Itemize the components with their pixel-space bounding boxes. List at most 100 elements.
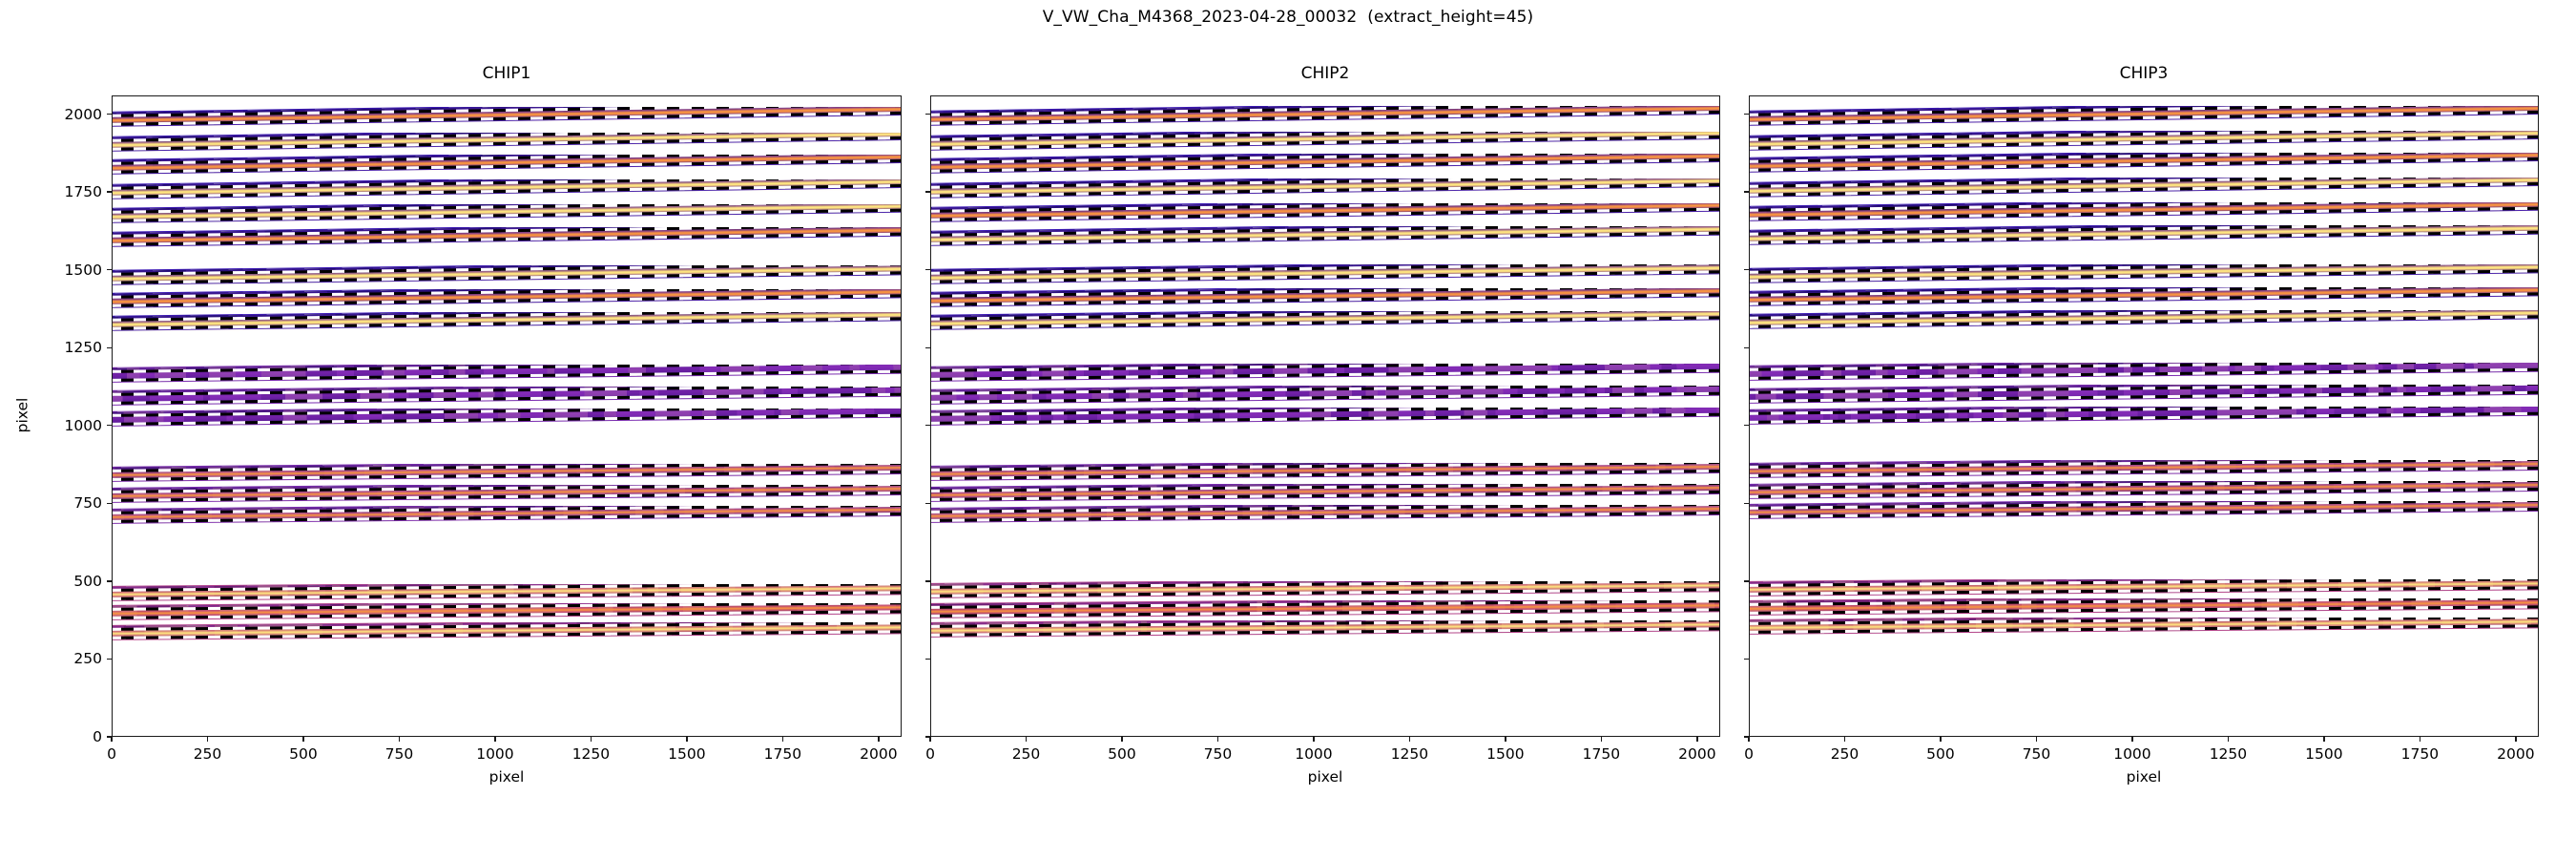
x-tick bbox=[1843, 737, 1846, 742]
y-axis-label: pixel bbox=[13, 397, 31, 433]
spectral-order-band bbox=[113, 408, 901, 430]
y-tick bbox=[925, 502, 930, 505]
spectral-order-band bbox=[1750, 385, 2538, 407]
spectral-order-band bbox=[113, 603, 901, 623]
spectral-order-band bbox=[1750, 501, 2538, 522]
x-tick-label: 500 bbox=[1926, 745, 1955, 763]
spectral-order-band bbox=[113, 464, 901, 485]
y-tick-label: 1250 bbox=[64, 339, 102, 357]
spectral-order-band bbox=[113, 227, 901, 251]
y-tick bbox=[1744, 580, 1749, 582]
x-tick-label: 750 bbox=[1203, 745, 1233, 763]
y-tick-label: 1000 bbox=[64, 416, 102, 434]
panel-chip1: CHIP1 0 250 500 750 1000 1250 1500 1750 2000 pixel… bbox=[13, 64, 902, 786]
spectral-order-band bbox=[113, 107, 901, 132]
spectral-order-band bbox=[1750, 578, 2538, 599]
spectral-order-band bbox=[931, 363, 1719, 386]
spectral-order-band bbox=[1750, 480, 2538, 502]
x-tick-label: 1500 bbox=[2305, 745, 2343, 763]
x-tick-label: 0 bbox=[925, 745, 935, 763]
spectral-order-band bbox=[1750, 460, 2538, 481]
x-tick bbox=[1600, 737, 1603, 742]
x-tick-label: 1250 bbox=[571, 745, 611, 763]
y-tick-label: 1500 bbox=[64, 261, 102, 279]
spectral-order-band bbox=[1750, 130, 2538, 156]
x-axis-label: pixel bbox=[488, 768, 525, 786]
spectral-order-band bbox=[931, 463, 1719, 484]
x-tick-label: 1000 bbox=[1295, 745, 1333, 763]
x-tick bbox=[206, 737, 209, 742]
spectral-order-band bbox=[113, 132, 901, 157]
x-tick bbox=[590, 737, 592, 742]
x-tick-label: 0 bbox=[1744, 745, 1754, 763]
spectral-order-band bbox=[1750, 153, 2538, 178]
y-tick bbox=[925, 580, 930, 582]
y-tick bbox=[925, 191, 930, 193]
x-tick-label: 1250 bbox=[2209, 745, 2248, 763]
panel-chip2: CHIP2 0 250 500 750 1000 1250 1500 1750 2000 pixel bbox=[925, 64, 1720, 786]
x-tick bbox=[111, 737, 113, 742]
plot-area bbox=[1749, 95, 2539, 737]
spectral-order-band bbox=[931, 619, 1719, 640]
x-tick-label: 250 bbox=[1011, 745, 1041, 763]
panel-title: CHIP1 bbox=[482, 64, 531, 83]
x-tick bbox=[1696, 737, 1698, 742]
spectral-order-band bbox=[931, 264, 1719, 288]
x-axis-label: pixel bbox=[1307, 768, 1343, 786]
x-axis-label: pixel bbox=[2126, 768, 2162, 786]
y-tick-label: 2000 bbox=[64, 105, 102, 123]
spectral-order-band bbox=[1750, 597, 2538, 618]
x-tick-label: 1500 bbox=[668, 745, 706, 763]
spectral-order-band bbox=[113, 387, 901, 409]
x-tick bbox=[1748, 737, 1750, 742]
spectral-order-band bbox=[1750, 618, 2538, 638]
spectral-order-band bbox=[113, 155, 901, 179]
spectral-order-band bbox=[931, 106, 1719, 131]
spectral-order-band bbox=[931, 407, 1719, 430]
spectral-order-band bbox=[931, 600, 1719, 620]
x-tick bbox=[1313, 737, 1315, 742]
x-tick-label: 1000 bbox=[2113, 745, 2151, 763]
x-tick-label: 0 bbox=[107, 745, 116, 763]
plot-area bbox=[930, 95, 1720, 737]
y-tick bbox=[1744, 425, 1749, 427]
x-tick bbox=[302, 737, 304, 742]
x-tick bbox=[781, 737, 784, 742]
x-tick bbox=[929, 737, 931, 742]
x-tick-label: 1750 bbox=[763, 745, 802, 763]
x-tick-label: 2000 bbox=[1678, 745, 1716, 763]
y-tick bbox=[107, 580, 112, 582]
x-tick-label: 2000 bbox=[860, 745, 898, 763]
spectral-order-band bbox=[1750, 286, 2538, 311]
spectral-order-band bbox=[931, 131, 1719, 157]
x-tick bbox=[2515, 737, 2517, 742]
y-tick bbox=[925, 425, 930, 427]
spectral-order-band bbox=[1750, 263, 2538, 288]
spectral-order-band bbox=[1750, 362, 2538, 385]
x-tick bbox=[2035, 737, 2038, 742]
y-tick bbox=[925, 736, 930, 738]
y-tick-label: 0 bbox=[93, 728, 102, 745]
x-tick bbox=[398, 737, 401, 742]
y-tick bbox=[107, 502, 112, 505]
spectral-order-band bbox=[113, 179, 901, 204]
y-tick-label: 1750 bbox=[64, 183, 102, 201]
x-tick-label: 1500 bbox=[1486, 745, 1525, 763]
y-tick bbox=[107, 346, 112, 348]
spectral-order-band bbox=[931, 504, 1719, 526]
y-tick bbox=[107, 658, 112, 660]
spectral-order-band bbox=[113, 505, 901, 527]
spectral-order-band bbox=[931, 287, 1719, 312]
x-tick bbox=[1025, 737, 1028, 742]
panel-title: CHIP2 bbox=[1300, 64, 1350, 83]
y-tick bbox=[107, 736, 112, 738]
y-tick bbox=[1744, 346, 1749, 348]
spectral-order-band bbox=[931, 178, 1719, 203]
spectral-order-band bbox=[113, 364, 901, 387]
spectral-order-band bbox=[1750, 201, 2538, 226]
y-tick bbox=[1744, 113, 1749, 115]
spectral-order-band bbox=[931, 202, 1719, 227]
panel-title: CHIP3 bbox=[2119, 64, 2169, 83]
y-tick bbox=[1744, 502, 1749, 505]
